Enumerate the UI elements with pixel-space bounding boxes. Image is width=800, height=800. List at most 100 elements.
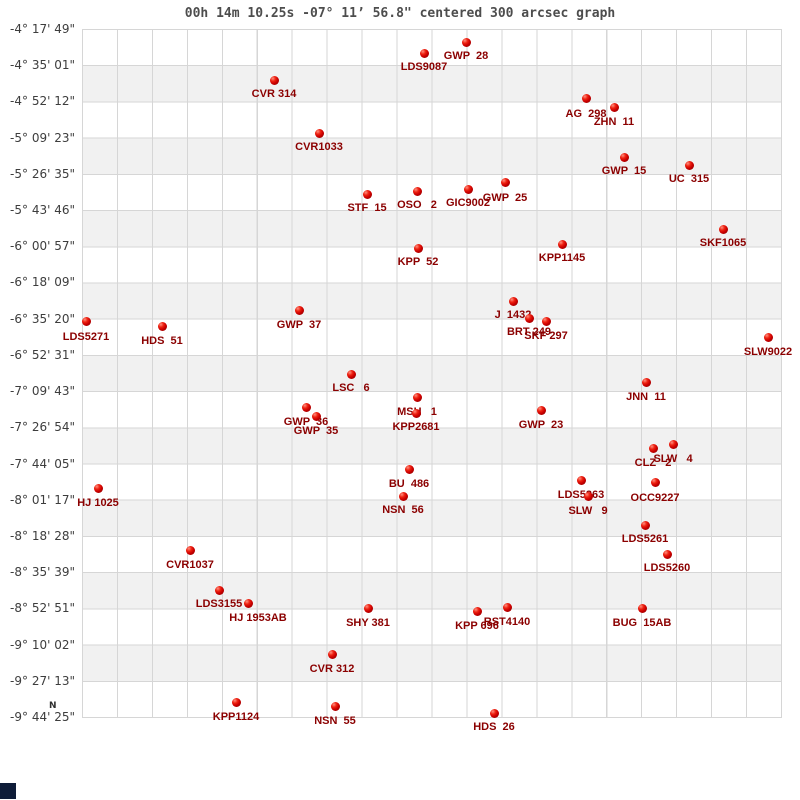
star-label: LDS5261 (621, 533, 669, 545)
star-marker (502, 602, 512, 612)
star-label: GWP 25 (482, 192, 528, 204)
star-marker (419, 48, 429, 58)
star-marker (541, 316, 551, 326)
star-label: KPP1145 (538, 252, 586, 264)
star-label: KPP1124 (212, 711, 260, 723)
star-marker (412, 392, 422, 402)
star-label: SKF 297 (524, 330, 568, 342)
star-label: JNN 11 (626, 391, 666, 403)
y-tick-label: -7° 09' 43" (10, 384, 75, 399)
star-marker (412, 186, 422, 196)
y-tick-label: -6° 35' 20" (10, 311, 75, 326)
star-marker (157, 321, 167, 331)
star-marker (718, 224, 728, 234)
star-label: HJ 1025 (77, 497, 119, 509)
star-label: LDS5271 (62, 331, 110, 343)
star-marker (185, 545, 195, 555)
y-tick-label: -9° 44' 25" (10, 709, 75, 724)
star-label: LDS5263 (557, 489, 605, 501)
y-tick-label: -9° 27' 13" (10, 673, 75, 688)
y-tick-label: -4° 35' 01" (10, 58, 75, 73)
star-label: OCC9227 (630, 492, 680, 504)
y-tick-label: -7° 26' 54" (10, 420, 75, 435)
y-tick-label: -8° 01' 17" (10, 492, 75, 507)
star-label: GWP 15 (601, 165, 647, 177)
star-label: NSN 55 (314, 715, 356, 727)
y-tick-label: -6° 18' 09" (10, 275, 75, 290)
star-label: STF 15 (347, 202, 387, 214)
corner-square (0, 783, 16, 799)
star-marker (411, 408, 421, 418)
star-label: GWP 23 (518, 419, 564, 431)
star-label: CVR 314 (251, 88, 297, 100)
star-label: HDS 26 (473, 721, 515, 733)
star-marker (243, 598, 253, 608)
star-label: SHY 381 (346, 617, 390, 629)
star-label: LDS3155 (195, 598, 243, 610)
star-marker (214, 585, 224, 595)
star-label: KPP 696 (455, 620, 499, 632)
y-tick-label: -8° 52' 51" (10, 601, 75, 616)
star-label: SLW 4 (653, 453, 693, 465)
star-marker (581, 93, 591, 103)
star-marker (576, 475, 586, 485)
star-marker (668, 439, 678, 449)
star-label: SKF1065 (699, 237, 747, 249)
star-label: CVR1037 (166, 559, 214, 571)
star-marker (557, 239, 567, 249)
star-label: AG 298 (565, 108, 607, 120)
star-marker (472, 606, 482, 616)
y-tick-label: -4° 52' 12" (10, 94, 75, 109)
star-marker (269, 75, 279, 85)
star-label: KPP2681 (392, 421, 440, 433)
star-marker (463, 184, 473, 194)
star-label: RST4140 (483, 616, 531, 628)
star-marker (311, 411, 321, 421)
star-label: CLZ 2 (634, 457, 672, 469)
star-marker (398, 491, 408, 501)
star-marker (363, 603, 373, 613)
star-marker (536, 405, 546, 415)
star-marker (637, 603, 647, 613)
star-marker (641, 377, 651, 387)
star-label: HDS 51 (141, 335, 183, 347)
star-label: SLW9022 (743, 346, 793, 358)
star-label: GWP 35 (293, 425, 339, 437)
star-label: ZHN 11 (593, 116, 635, 128)
star-marker (500, 177, 510, 187)
star-marker (763, 332, 773, 342)
y-tick-label: -7° 44' 05" (10, 456, 75, 471)
y-tick-label: -6° 52' 31" (10, 347, 75, 362)
star-marker (81, 316, 91, 326)
star-marker (662, 549, 672, 559)
star-marker (583, 491, 593, 501)
star-marker (294, 305, 304, 315)
star-label: BRT 249 (506, 326, 552, 338)
star-label: LSC 6 (332, 382, 370, 394)
chart-title: 00h 14m 10.25s -07° 11’ 56.8" centered 3… (184, 6, 616, 21)
star-marker (404, 464, 414, 474)
star-label: NSN 56 (382, 504, 424, 516)
star-label: CVR1033 (295, 141, 343, 153)
star-label: LDS5260 (643, 562, 691, 574)
star-marker (489, 708, 499, 718)
star-marker (362, 189, 372, 199)
star-label: BUG 15AB (612, 617, 672, 629)
star-label: HJ 1953AB (229, 612, 287, 624)
star-label: CVR 312 (309, 663, 355, 675)
y-tick-label: -8° 35' 39" (10, 565, 75, 580)
star-label: GWP 28 (443, 50, 489, 62)
y-tick-label: -9° 10' 02" (10, 637, 75, 652)
star-marker (346, 369, 356, 379)
star-label: KPP 52 (397, 256, 439, 268)
star-label: GWP 37 (276, 319, 322, 331)
star-marker (461, 37, 471, 47)
y-tick-label: -4° 17' 49" (10, 22, 75, 36)
star-marker (301, 402, 311, 412)
star-label: GIC9002 (445, 197, 491, 209)
star-marker (648, 443, 658, 453)
star-marker (640, 520, 650, 530)
star-marker (93, 483, 103, 493)
star-marker (619, 152, 629, 162)
star-label: UC 315 (668, 173, 710, 185)
